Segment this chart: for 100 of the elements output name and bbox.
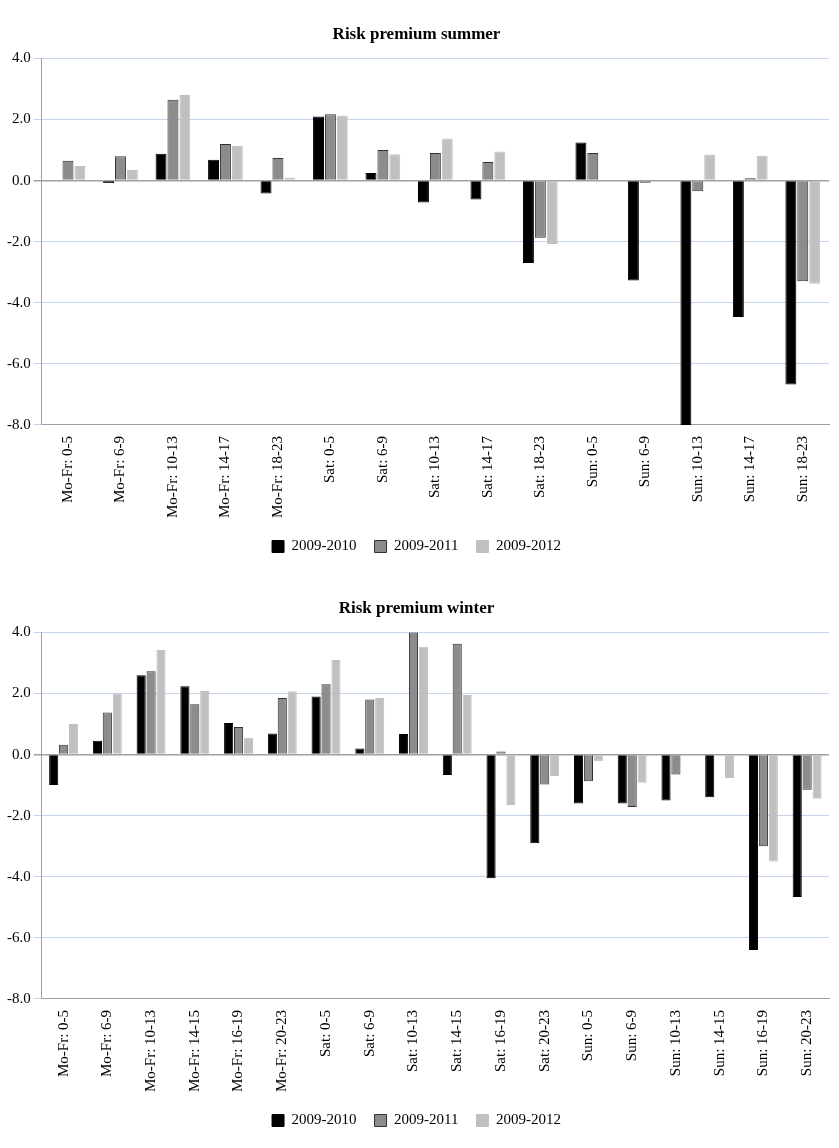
legend-label: 2009-2011 xyxy=(394,537,459,554)
bar xyxy=(462,695,472,754)
bar xyxy=(680,181,692,425)
bar xyxy=(136,675,146,754)
y-tick-label: -2.0 xyxy=(7,232,31,249)
y-tick-label: 2.0 xyxy=(12,110,31,127)
bar xyxy=(442,755,452,776)
x-tick-label: Mo-Fr: 0-5 xyxy=(58,435,75,504)
y-tick-label: 0.0 xyxy=(12,745,31,762)
y-tick-label: 4.0 xyxy=(12,623,31,640)
bar xyxy=(637,755,647,783)
chart-title: Risk premium summer xyxy=(332,23,501,43)
bar xyxy=(180,686,190,754)
x-tick-label: Sat: 0-5 xyxy=(321,435,338,484)
bar xyxy=(311,696,321,754)
x-tick-label: Sat: 14-15 xyxy=(448,1009,465,1073)
legend-label: 2009-2012 xyxy=(495,1111,561,1128)
bar xyxy=(389,154,401,180)
x-tick-label: Sun: 14-15 xyxy=(710,1009,727,1077)
y-tick-label: -8.0 xyxy=(7,989,31,1006)
bar xyxy=(399,734,409,754)
x-tick-label: Sun: 6-9 xyxy=(623,1009,640,1062)
x-tick-label: Sat: 16-19 xyxy=(491,1009,508,1073)
y-tick-label: 0.0 xyxy=(12,171,31,188)
bar xyxy=(267,733,277,754)
x-tick-label: Mo-Fr: 10-13 xyxy=(163,435,180,519)
x-tick-label: Sat: 6-9 xyxy=(373,435,390,484)
y-tick-label: 2.0 xyxy=(12,684,31,701)
bar xyxy=(231,145,243,180)
x-tick-label: Mo-Fr: 6-9 xyxy=(98,1009,115,1078)
x-tick-label: Sat: 10-13 xyxy=(404,1009,421,1073)
bar xyxy=(355,748,365,754)
bar xyxy=(179,95,191,180)
x-tick-label: Sat: 20-23 xyxy=(535,1009,552,1073)
x-tick-label: Mo-Fr: 14-17 xyxy=(216,435,233,519)
legend-label: 2009-2010 xyxy=(291,1111,357,1128)
bar xyxy=(486,755,496,879)
bar xyxy=(224,723,234,754)
bar xyxy=(49,755,59,786)
x-tick-label: Sun: 16-19 xyxy=(754,1009,771,1077)
bar xyxy=(792,755,802,897)
x-tick-label: Sun: 10-13 xyxy=(688,435,705,503)
x-tick-label: Mo-Fr: 16-19 xyxy=(229,1009,246,1093)
bar xyxy=(756,155,768,180)
y-tick-label: -4.0 xyxy=(7,293,31,310)
bar xyxy=(208,159,220,180)
x-tick-label: Sun: 14-17 xyxy=(741,435,758,503)
bar xyxy=(809,181,821,284)
x-tick-label: Mo-Fr: 10-13 xyxy=(142,1009,159,1093)
bar xyxy=(112,693,122,754)
y-tick-label: -8.0 xyxy=(7,415,31,432)
bar xyxy=(313,116,324,180)
x-tick-label: Sat: 18-23 xyxy=(531,435,548,499)
y-tick-label: -6.0 xyxy=(7,928,31,945)
bar xyxy=(573,755,584,804)
bar xyxy=(331,659,341,754)
bar xyxy=(494,151,506,180)
bar xyxy=(418,646,428,754)
x-tick-label: Mo-Fr: 20-23 xyxy=(273,1009,290,1093)
bar xyxy=(732,181,744,318)
x-tick-label: Mo-Fr: 14-15 xyxy=(185,1009,202,1093)
x-tick-label: Sat: 0-5 xyxy=(316,1009,333,1058)
x-tick-label: Mo-Fr: 18-23 xyxy=(268,435,285,519)
x-tick-label: Sat: 14-17 xyxy=(478,435,495,499)
x-tick-label: Sun: 0-5 xyxy=(579,1009,596,1062)
bar xyxy=(617,755,627,804)
bar xyxy=(627,181,639,281)
bar xyxy=(418,181,429,203)
bar xyxy=(704,154,716,180)
bar xyxy=(287,691,297,754)
bar xyxy=(155,153,167,180)
y-tick-label: -4.0 xyxy=(7,867,31,884)
y-tick-label: 4.0 xyxy=(12,49,31,66)
bar xyxy=(812,755,822,799)
bar xyxy=(748,755,759,951)
bar xyxy=(661,755,671,801)
x-tick-label: Sat: 6-9 xyxy=(360,1009,377,1058)
bar xyxy=(156,650,166,754)
bar xyxy=(68,724,79,754)
x-tick-label: Mo-Fr: 6-9 xyxy=(111,435,128,504)
x-tick-label: Mo-Fr: 0-5 xyxy=(54,1009,71,1078)
chart-title: Risk premium winter xyxy=(338,597,495,617)
bar xyxy=(725,755,735,779)
bar xyxy=(768,755,778,862)
x-tick-label: Sun: 6-9 xyxy=(636,435,653,488)
bar xyxy=(575,142,587,180)
bar xyxy=(705,755,715,798)
bar xyxy=(336,115,348,180)
x-tick-label: Sat: 10-13 xyxy=(426,435,443,499)
bar xyxy=(441,138,453,180)
bar xyxy=(522,181,534,264)
y-tick-label: -6.0 xyxy=(7,354,31,371)
x-tick-label: Sun: 20-23 xyxy=(798,1009,815,1077)
x-tick-label: Sun: 18-23 xyxy=(793,435,810,503)
x-tick-label: Sun: 10-13 xyxy=(666,1009,683,1077)
bar xyxy=(506,755,516,805)
legend-label: 2009-2012 xyxy=(495,537,561,554)
bar xyxy=(243,737,254,754)
y-tick-label: -2.0 xyxy=(7,806,31,823)
legend-label: 2009-2010 xyxy=(291,537,357,554)
